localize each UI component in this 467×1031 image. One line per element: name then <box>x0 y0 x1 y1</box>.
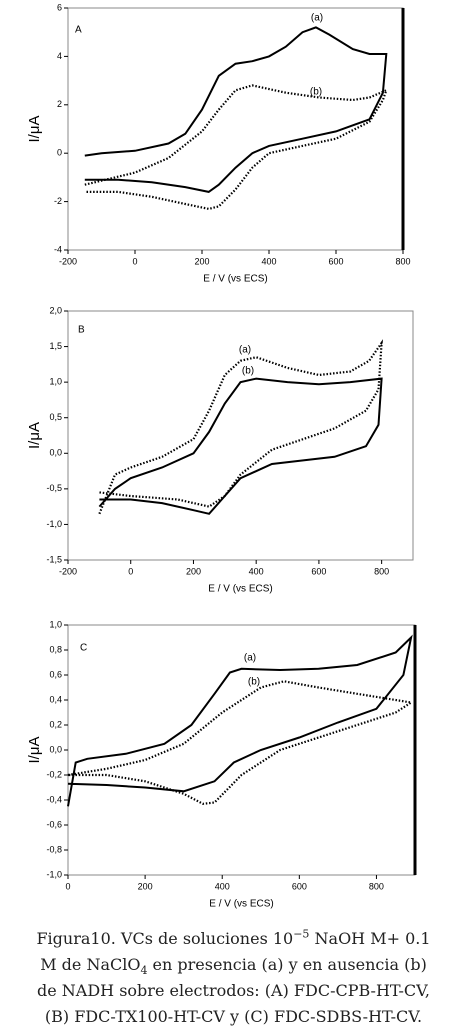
caption-line: Figura10. VCs de soluciones 10−5 NaOH M+… <box>0 926 467 952</box>
x-tick-label: 400 <box>249 566 264 576</box>
caption-text: M de NaClO <box>40 955 141 974</box>
x-tick-label: 600 <box>311 566 326 576</box>
caption-line: M de NaClO4 en presencia (a) y en ausenc… <box>0 952 467 978</box>
y-tick-label: 0,6 <box>49 669 62 679</box>
x-tick-label: 200 <box>186 566 201 576</box>
annotation: (b) <box>248 677 260 688</box>
annotation: (a) <box>311 13 323 24</box>
caption-text: Figura10. VCs de soluciones 10 <box>36 929 294 948</box>
y-axis-label: I/μA <box>26 422 43 449</box>
caption-line: (B) FDC-TX100-HT-CV y (C) FDC-SDBS-HT-CV… <box>0 1004 467 1030</box>
x-tick-label: 0 <box>132 256 137 266</box>
x-tick-label: 200 <box>138 881 153 891</box>
caption-text: −5 <box>293 927 310 941</box>
y-tick-label: -2 <box>54 196 62 206</box>
x-axis-label: E / V (vs ECS) <box>203 274 267 285</box>
x-tick-label: 0 <box>65 881 70 891</box>
annotation: (b) <box>242 366 254 377</box>
x-tick-label: -200 <box>59 256 77 266</box>
series-line <box>98 339 383 515</box>
x-tick-label: 800 <box>374 566 389 576</box>
caption-text: de NADH sobre electrodos: (A) FDC-CPB-HT… <box>36 981 431 1000</box>
plot-frame <box>67 310 414 561</box>
annotation: (b) <box>310 87 322 98</box>
y-axis-label: I/μA <box>26 737 43 764</box>
y-tick-label: 1,0 <box>49 377 62 387</box>
annotation: C <box>80 643 87 654</box>
y-tick-label: -0,8 <box>46 844 62 854</box>
y-tick-label: -0,2 <box>46 769 62 779</box>
y-tick-label: 4 <box>57 51 62 61</box>
annotation: B <box>78 325 85 336</box>
x-tick-label: 400 <box>261 256 276 266</box>
caption-line: de NADH sobre electrodos: (A) FDC-CPB-HT… <box>0 978 467 1004</box>
annotation: (a) <box>239 345 251 356</box>
y-tick-label: -0,4 <box>46 794 62 804</box>
caption-text: 4 <box>140 964 148 978</box>
y-tick-label: 6 <box>57 2 62 12</box>
x-tick-label: 0 <box>128 566 133 576</box>
y-tick-label: -0,5 <box>46 483 62 493</box>
series-line <box>67 634 413 807</box>
figure: -4 -2 0 2 4 6 -200 0 200 400 600 800 E / V (vs ECS) I… <box>26 2 417 910</box>
plot-frame <box>67 7 404 251</box>
y-tick-label: 2,0 <box>49 305 62 315</box>
series-line <box>98 377 383 515</box>
y-tick-label: -1,5 <box>46 554 62 564</box>
series-line <box>67 680 415 805</box>
x-tick-label: -200 <box>59 566 77 576</box>
y-tick-label: 0,8 <box>49 644 62 654</box>
y-tick-label: 1,5 <box>49 341 62 351</box>
y-tick-label: 1,0 <box>49 619 62 629</box>
caption-text: NaOH M+ 0.1 <box>309 929 431 948</box>
x-tick-label: 600 <box>328 256 343 266</box>
caption-text: (B) FDC-TX100-HT-CV y (C) FDC-SDBS-HT-CV… <box>44 1007 423 1026</box>
y-tick-label: -0,6 <box>46 819 62 829</box>
x-tick-label: 600 <box>292 881 307 891</box>
annotation: A <box>75 25 82 36</box>
y-tick-label: -4 <box>54 244 62 254</box>
x-axis-label: E / V (vs ECS) <box>208 584 272 595</box>
x-tick-label: 400 <box>215 881 230 891</box>
y-tick-label: 0,4 <box>49 694 62 704</box>
y-tick-label: 0,0 <box>49 744 62 754</box>
x-tick-label: 800 <box>395 256 410 266</box>
y-tick-label: -1,0 <box>46 869 62 879</box>
y-tick-label: 0,5 <box>49 412 62 422</box>
y-tick-label: 0,2 <box>49 719 62 729</box>
series-line <box>84 26 388 193</box>
annotation: (a) <box>244 653 256 664</box>
y-tick-label: 2 <box>57 99 62 109</box>
y-axis-label: I/μA <box>26 116 43 143</box>
x-axis-label: E / V (vs ECS) <box>209 899 273 910</box>
x-tick-label: 200 <box>194 256 209 266</box>
series-line <box>84 84 389 211</box>
caption: Figura10. VCs de soluciones 10−5 NaOH M+… <box>0 926 467 1030</box>
x-tick-label: 800 <box>369 881 384 891</box>
caption-text: en presencia (a) y en ausencia (b) <box>147 955 427 974</box>
y-tick-label: -1,0 <box>46 519 62 529</box>
y-tick-label: 0,0 <box>49 448 62 458</box>
y-tick-label: 0 <box>57 148 62 158</box>
